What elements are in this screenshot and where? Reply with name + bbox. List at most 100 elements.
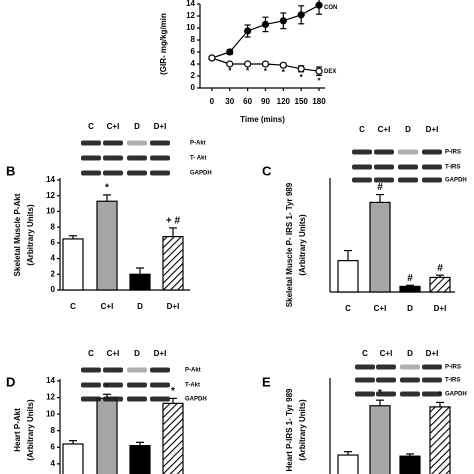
blot-band-label: GAPDH <box>445 392 467 398</box>
blot-band <box>376 377 396 383</box>
annotation: * <box>246 66 250 75</box>
blot-band-label: P-IRS <box>445 365 461 371</box>
x-tick-label: C <box>345 304 351 313</box>
bar <box>96 200 118 291</box>
blot-band <box>127 382 147 388</box>
blot-band <box>422 391 442 397</box>
point <box>297 65 305 73</box>
blot-band <box>127 140 147 146</box>
point <box>279 17 287 25</box>
y-tick-label: 14 <box>46 376 55 385</box>
blot-band <box>398 149 418 155</box>
y-tick-label: 10 <box>186 23 195 32</box>
y-tick-label: 0 <box>191 83 196 92</box>
annotation: * <box>228 66 232 75</box>
blot-lane-label: C <box>362 349 368 358</box>
point <box>208 54 216 62</box>
blot-band <box>103 396 123 402</box>
blot-band <box>127 170 147 176</box>
panel-label: B <box>6 163 15 178</box>
bar <box>337 454 359 474</box>
blot-band-label: T- Akt <box>190 156 206 162</box>
bar <box>162 402 184 474</box>
y-tick-label: 14 <box>186 0 195 8</box>
blot-band <box>150 170 170 176</box>
bar <box>369 201 391 293</box>
x-tick-label: D <box>407 304 413 313</box>
y-axis-label: Heart P-Akt <box>13 408 22 452</box>
blot-lane-label: C <box>88 122 94 131</box>
bar <box>337 260 359 293</box>
blot-band-label: T-IRS <box>445 165 460 171</box>
blot-band <box>150 155 170 161</box>
blot-band <box>81 155 101 161</box>
y-axis-label: (Arbitrary Units) <box>298 214 307 276</box>
y-tick-label: 10 <box>46 409 55 418</box>
bar <box>96 397 118 474</box>
blot-band-label: T-Akt <box>185 383 200 389</box>
blot-band-label: P-Akt <box>185 368 201 374</box>
y-tick-label: 0 <box>51 285 56 294</box>
y-tick-label: 8 <box>51 222 56 231</box>
blot-band <box>150 396 170 402</box>
blot-lane-label: D+I <box>426 349 439 358</box>
x-tick-label: D+I <box>167 302 180 311</box>
blot-band-label: GAPDH <box>185 397 207 403</box>
bar <box>429 276 451 293</box>
panel-label: E <box>262 374 271 389</box>
blot-band <box>355 377 375 383</box>
y-tick-label: 14 <box>46 175 55 184</box>
x-tick-label: C+I <box>101 302 114 311</box>
x-tick-label: 90 <box>261 97 270 106</box>
blot-band <box>150 382 170 388</box>
blot-band <box>355 364 375 370</box>
y-axis-label: (Arbitrary Units) <box>26 399 35 461</box>
blot-band <box>103 140 123 146</box>
blot-band <box>422 149 442 155</box>
blot-band <box>103 170 123 176</box>
point <box>315 1 323 9</box>
annotation: * <box>105 183 109 194</box>
y-tick-label: 6 <box>51 442 56 451</box>
blot-lane-label: C <box>88 349 94 358</box>
y-tick-label: 6 <box>51 238 56 247</box>
bar <box>399 285 421 293</box>
blot-lane-label: D <box>405 125 411 134</box>
blot-band <box>400 391 420 397</box>
bar <box>429 406 451 474</box>
blot-band <box>400 377 420 383</box>
x-tick-label: 180 <box>312 97 326 106</box>
x-tick-label: 120 <box>277 97 291 106</box>
point <box>226 48 234 56</box>
point <box>244 27 252 35</box>
bar <box>162 235 184 291</box>
blot-band <box>376 364 396 370</box>
y-tick-label: 12 <box>186 11 195 20</box>
y-tick-label: 4 <box>191 59 196 68</box>
blot-lane-label: C+I <box>107 349 120 358</box>
point <box>261 20 270 28</box>
x-axis-label: Time (mins) <box>240 115 285 124</box>
blot-band <box>150 140 170 146</box>
y-tick-label: 8 <box>51 426 56 435</box>
y-tick-label: 10 <box>46 207 55 216</box>
blot-band <box>374 177 394 183</box>
blot-lane-label: D+I <box>154 349 167 358</box>
annotation: # <box>437 263 443 274</box>
y-tick-label: 4 <box>51 254 56 263</box>
blot-lane-label: D+I <box>426 125 439 134</box>
y-tick-label: 2 <box>51 269 56 278</box>
x-tick-label: 0 <box>210 97 215 106</box>
blot-band <box>352 177 372 183</box>
x-tick-label: 60 <box>243 97 252 106</box>
annotation: # <box>377 182 383 193</box>
bar <box>129 445 151 474</box>
blot-band <box>150 367 170 373</box>
blot-band <box>398 177 418 183</box>
y-axis-label: (GIR- mg/kg/min <box>159 13 168 75</box>
annotation: * <box>282 68 286 77</box>
blot-lane-label: D <box>134 122 140 131</box>
x-tick-label: 30 <box>225 97 234 106</box>
x-tick-label: C <box>70 302 76 311</box>
